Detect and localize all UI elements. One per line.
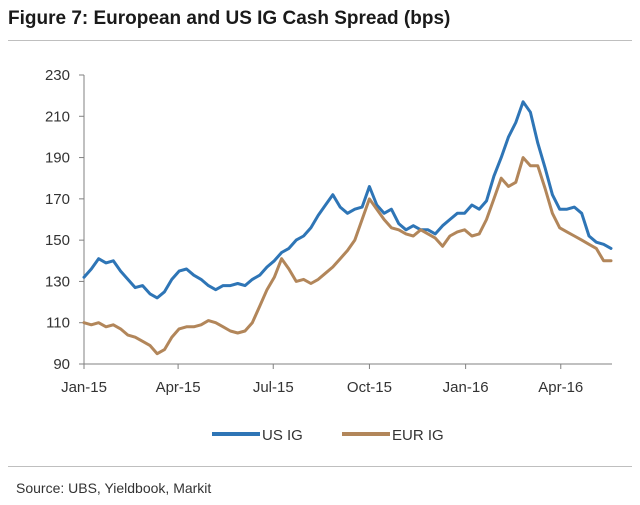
legend-label: US IG (262, 427, 303, 444)
y-axis: 90 110 130 150 170 190 210 230 (45, 67, 85, 373)
y-tick-label: 150 (45, 232, 70, 249)
series-line-us-ig (82, 100, 613, 300)
series-lines (82, 100, 613, 356)
x-tick-label: Jan-16 (443, 379, 489, 396)
x-tick-label: Apr-16 (538, 379, 583, 396)
chart-title: Figure 7: European and US IG Cash Spread… (8, 8, 451, 29)
legend: US IG EUR IG (212, 427, 444, 444)
y-tick-label: 130 (45, 273, 70, 290)
y-tick-label: 210 (45, 108, 70, 125)
legend-label: EUR IG (392, 427, 444, 444)
x-tick-label: Jan-15 (61, 379, 107, 396)
x-axis: Jan-15 Apr-15 Jul-15 Oct-15 Jan-16 Apr-16 (61, 363, 612, 396)
y-tick-label: 110 (46, 315, 70, 332)
y-tick-label: 190 (45, 150, 70, 167)
y-tick-label: 170 (45, 191, 70, 208)
y-tick-label: 90 (53, 356, 70, 373)
series-line-eur-ig (82, 156, 613, 356)
x-tick-label: Apr-15 (156, 379, 201, 396)
x-tick-label: Jul-15 (253, 379, 294, 396)
x-tick-label: Oct-15 (347, 379, 392, 396)
title-divider (8, 40, 632, 41)
y-tick-label: 230 (45, 67, 70, 84)
source-note: Source: UBS, Yieldbook, Markit (16, 480, 212, 496)
source-divider (8, 466, 632, 467)
